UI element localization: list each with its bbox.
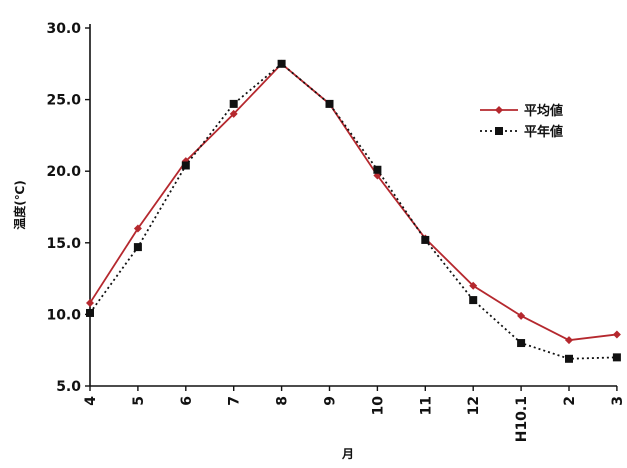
x-tick-label: 8 (275, 396, 291, 406)
y-tick-label: 30.0 (46, 21, 81, 37)
data-point (181, 161, 190, 170)
data-point (277, 59, 286, 68)
axes (89, 24, 617, 387)
data-point (565, 336, 573, 345)
legend-label: 平均値 (524, 103, 563, 119)
x-tick-label: 11 (418, 396, 434, 415)
data-point (133, 243, 142, 252)
x-tick-label: 5 (131, 396, 147, 406)
data-point (86, 308, 94, 317)
x-tick-label: 12 (466, 396, 482, 415)
series-1 (86, 59, 621, 345)
series-layer (86, 59, 621, 363)
series-line (89, 62, 618, 342)
y-tick-label: 15.0 (46, 236, 81, 252)
data-point (517, 311, 526, 320)
data-point (229, 99, 238, 108)
y-tick-label: 10.0 (46, 307, 81, 323)
legend-item: 平年値 (480, 124, 563, 140)
series-2 (86, 59, 621, 363)
x-tick-label: 10 (370, 396, 386, 416)
data-point (229, 109, 238, 118)
data-point (133, 224, 142, 233)
legend-item: 平均値 (480, 103, 563, 119)
series-line (89, 62, 617, 360)
x-tick-label: 3 (610, 396, 626, 406)
data-point (325, 99, 334, 108)
data-point (469, 281, 478, 290)
x-axis-ticks: 4 5 6 7 8 9 10 11 12 H10.1 2 3 (83, 386, 626, 442)
x-tick-label: 4 (83, 396, 99, 406)
x-tick-label: 7 (227, 396, 243, 406)
y-tick-label: 20.0 (46, 164, 81, 180)
y-tick-label: 5.0 (56, 379, 81, 395)
x-tick-label: 6 (179, 396, 195, 406)
y-axis-ticks: 5.0 10.0 15.0 20.0 25.0 30.0 (46, 21, 90, 395)
data-point (421, 235, 430, 244)
x-tick-label: 9 (323, 396, 339, 406)
data-point (612, 330, 621, 339)
data-point (517, 339, 526, 348)
legend-marker (495, 127, 503, 135)
x-axis-label: 月 (341, 447, 354, 461)
x-tick-label: 2 (562, 396, 578, 406)
legend-label: 平年値 (524, 124, 563, 140)
data-point (373, 165, 382, 174)
data-point (612, 353, 621, 362)
data-point (86, 298, 94, 307)
y-axis-label: 温度(℃) (12, 180, 27, 230)
x-tick-label: H10.1 (514, 396, 530, 442)
y-tick-label: 25.0 (46, 93, 81, 109)
data-point (469, 296, 478, 305)
legend-marker (495, 106, 503, 114)
data-point (565, 354, 573, 363)
